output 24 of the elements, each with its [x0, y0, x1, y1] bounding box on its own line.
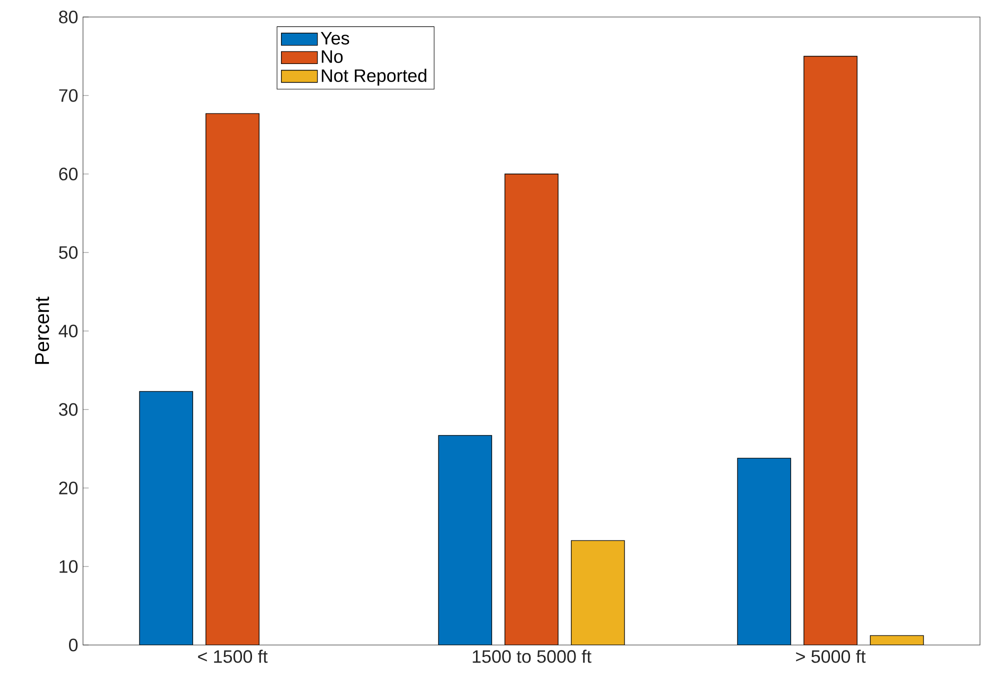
y-tick-label: 70 [59, 89, 78, 102]
y-axis-title: Percent [35, 296, 50, 364]
x-tick-label: < 1500 ft [198, 650, 268, 663]
bar [206, 113, 260, 645]
y-tick-label: 0 [68, 638, 78, 652]
y-tick-label: 30 [58, 403, 78, 416]
bar [139, 391, 194, 645]
y-tick-label: 50 [58, 246, 78, 259]
y-tick-label: 20 [59, 482, 78, 494]
bar [504, 174, 558, 645]
legend-label: Yes [320, 32, 350, 45]
y-tick-label: 60 [59, 168, 78, 180]
legend-label: Not Reported [322, 68, 426, 86]
y-tick-label: 10 [60, 560, 78, 573]
bar [804, 56, 858, 645]
bar [570, 540, 625, 645]
bar [737, 458, 792, 645]
bar [438, 435, 492, 645]
y-tick-label: 40 [58, 324, 78, 338]
y-tick-label: 80 [59, 10, 78, 24]
x-tick-label: 1500 to 5000 ft [472, 650, 592, 663]
legend-label: No [322, 50, 343, 63]
x-tick-label: > 5000 ft [796, 650, 866, 663]
bar [870, 635, 924, 645]
